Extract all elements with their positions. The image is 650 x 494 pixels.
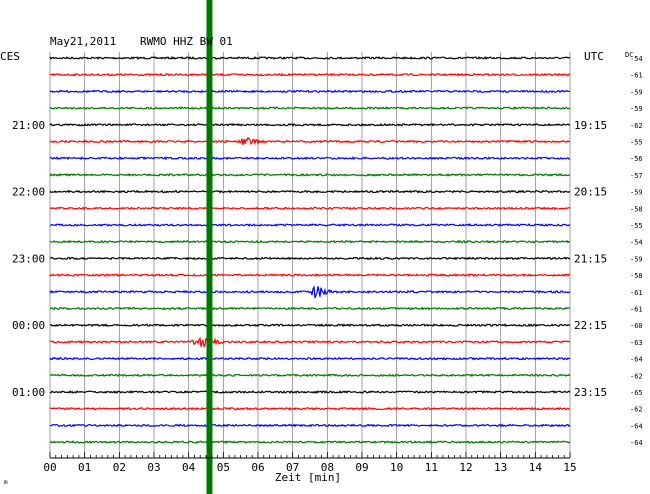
dc-offset-label: -58 (630, 205, 643, 213)
left-time-label: 22:00 (12, 186, 45, 199)
x-tick-label: 12 (459, 461, 472, 474)
x-tick-label: 00 (43, 461, 56, 474)
dc-offset-label: -57 (630, 172, 643, 180)
dc-offset-label: -54 (630, 55, 643, 63)
trace-line (49, 156, 571, 161)
trace-line (49, 273, 571, 278)
trace-line (49, 306, 571, 311)
time-marker (206, 0, 213, 494)
right-time-label: 23:15 (574, 386, 607, 399)
left-time-label: 00:00 (12, 319, 45, 332)
right-timezone: UTC (584, 50, 604, 63)
left-time-labels: 21:00 22:00 23:00 00:00 01:00 (12, 119, 45, 399)
dc-offset-label: -61 (630, 72, 643, 80)
trace-line (49, 206, 571, 211)
time-axis: 00 01 02 03 04 05 06 07 08 09 10 11 12 13 14 15 (43, 452, 577, 474)
x-tick-label: 05 (217, 461, 230, 474)
trace-line (49, 172, 571, 177)
trace-line (49, 136, 571, 146)
left-time-label: 01:00 (12, 386, 45, 399)
left-time-label: 21:00 (12, 119, 45, 132)
dc-offset-label: -64 (630, 422, 643, 430)
dc-offset-label: -65 (630, 389, 643, 397)
seismic-traces (49, 56, 571, 445)
trace-line (49, 239, 571, 244)
x-axis-label: Zeit [min] (275, 471, 341, 484)
dc-offset-label: -59 (630, 88, 643, 96)
trace-line (49, 223, 571, 227)
trace-line (49, 440, 571, 445)
dc-offset-label: -55 (630, 222, 643, 230)
x-tick-label: 14 (529, 461, 543, 474)
right-time-label: 21:15 (574, 252, 607, 265)
dc-offset-label: -62 (630, 372, 643, 380)
right-time-label: 22:15 (574, 319, 607, 332)
dc-offset-label: -58 (630, 272, 643, 280)
dc-offset-label: -62 (630, 406, 643, 414)
dc-offset-label: -63 (630, 339, 643, 347)
dc-offset-label: -55 (630, 139, 643, 147)
dc-offset-label: -64 (630, 439, 643, 447)
trace-line (49, 423, 571, 428)
left-time-label: 23:00 (12, 252, 45, 265)
dc-offset-label: -59 (630, 255, 643, 263)
dc-label: DC (625, 51, 633, 59)
trace-line (49, 189, 571, 194)
right-time-label: 19:15 (574, 119, 607, 132)
x-tick-label: 06 (251, 461, 264, 474)
x-tick-label: 01 (78, 461, 91, 474)
trace-line (49, 406, 571, 411)
dc-offset-label: -61 (630, 289, 643, 297)
dc-offset-label: -56 (630, 155, 643, 163)
dc-offset-label: -62 (630, 122, 643, 130)
right-time-labels: 19:15 20:15 21:15 22:15 23:15 (574, 119, 607, 399)
x-tick-label: 07 (286, 461, 299, 474)
x-tick-label: 02 (113, 461, 126, 474)
footer-mark: m (4, 479, 8, 486)
trace-line (49, 356, 571, 361)
dc-offset-label: -64 (630, 356, 643, 364)
dc-offset-label: -59 (630, 189, 643, 197)
x-tick-label: 08 (321, 461, 334, 474)
dc-offset-label: -61 (630, 306, 643, 314)
x-tick-label: 15 (563, 461, 576, 474)
header-station: RWMO HHZ BW 01 (140, 35, 233, 48)
x-tick-label: 09 (355, 461, 368, 474)
trace-line (49, 390, 571, 394)
dc-offset-labels: -54 -61 -59 -59 -62 -55 -56 -57 -59 -58 -55 -54 -59 -… (630, 55, 643, 447)
trace-line (49, 72, 571, 77)
time-marker-bar (206, 0, 213, 494)
x-tick-label: 10 (390, 461, 403, 474)
header-date: May21,2011 (50, 35, 116, 48)
dc-offset-label: -59 (630, 105, 643, 113)
x-tick-label: 04 (182, 461, 196, 474)
x-tick-label: 13 (494, 461, 507, 474)
trace-line (49, 122, 571, 127)
trace-line (49, 106, 571, 110)
trace-line (49, 285, 571, 299)
trace-line (49, 373, 571, 378)
trace-line (49, 89, 571, 94)
x-tick-label: 03 (147, 461, 160, 474)
right-time-label: 20:15 (574, 186, 607, 199)
trace-line (49, 256, 571, 261)
left-timezone: CES (0, 50, 20, 63)
minute-gridlines (49, 52, 571, 458)
trace-line (49, 323, 571, 328)
x-tick-label: 11 (425, 461, 438, 474)
dc-offset-label: -54 (630, 239, 643, 247)
dc-offset-label: -60 (630, 322, 643, 330)
trace-line (49, 336, 571, 348)
trace-line (49, 56, 571, 61)
